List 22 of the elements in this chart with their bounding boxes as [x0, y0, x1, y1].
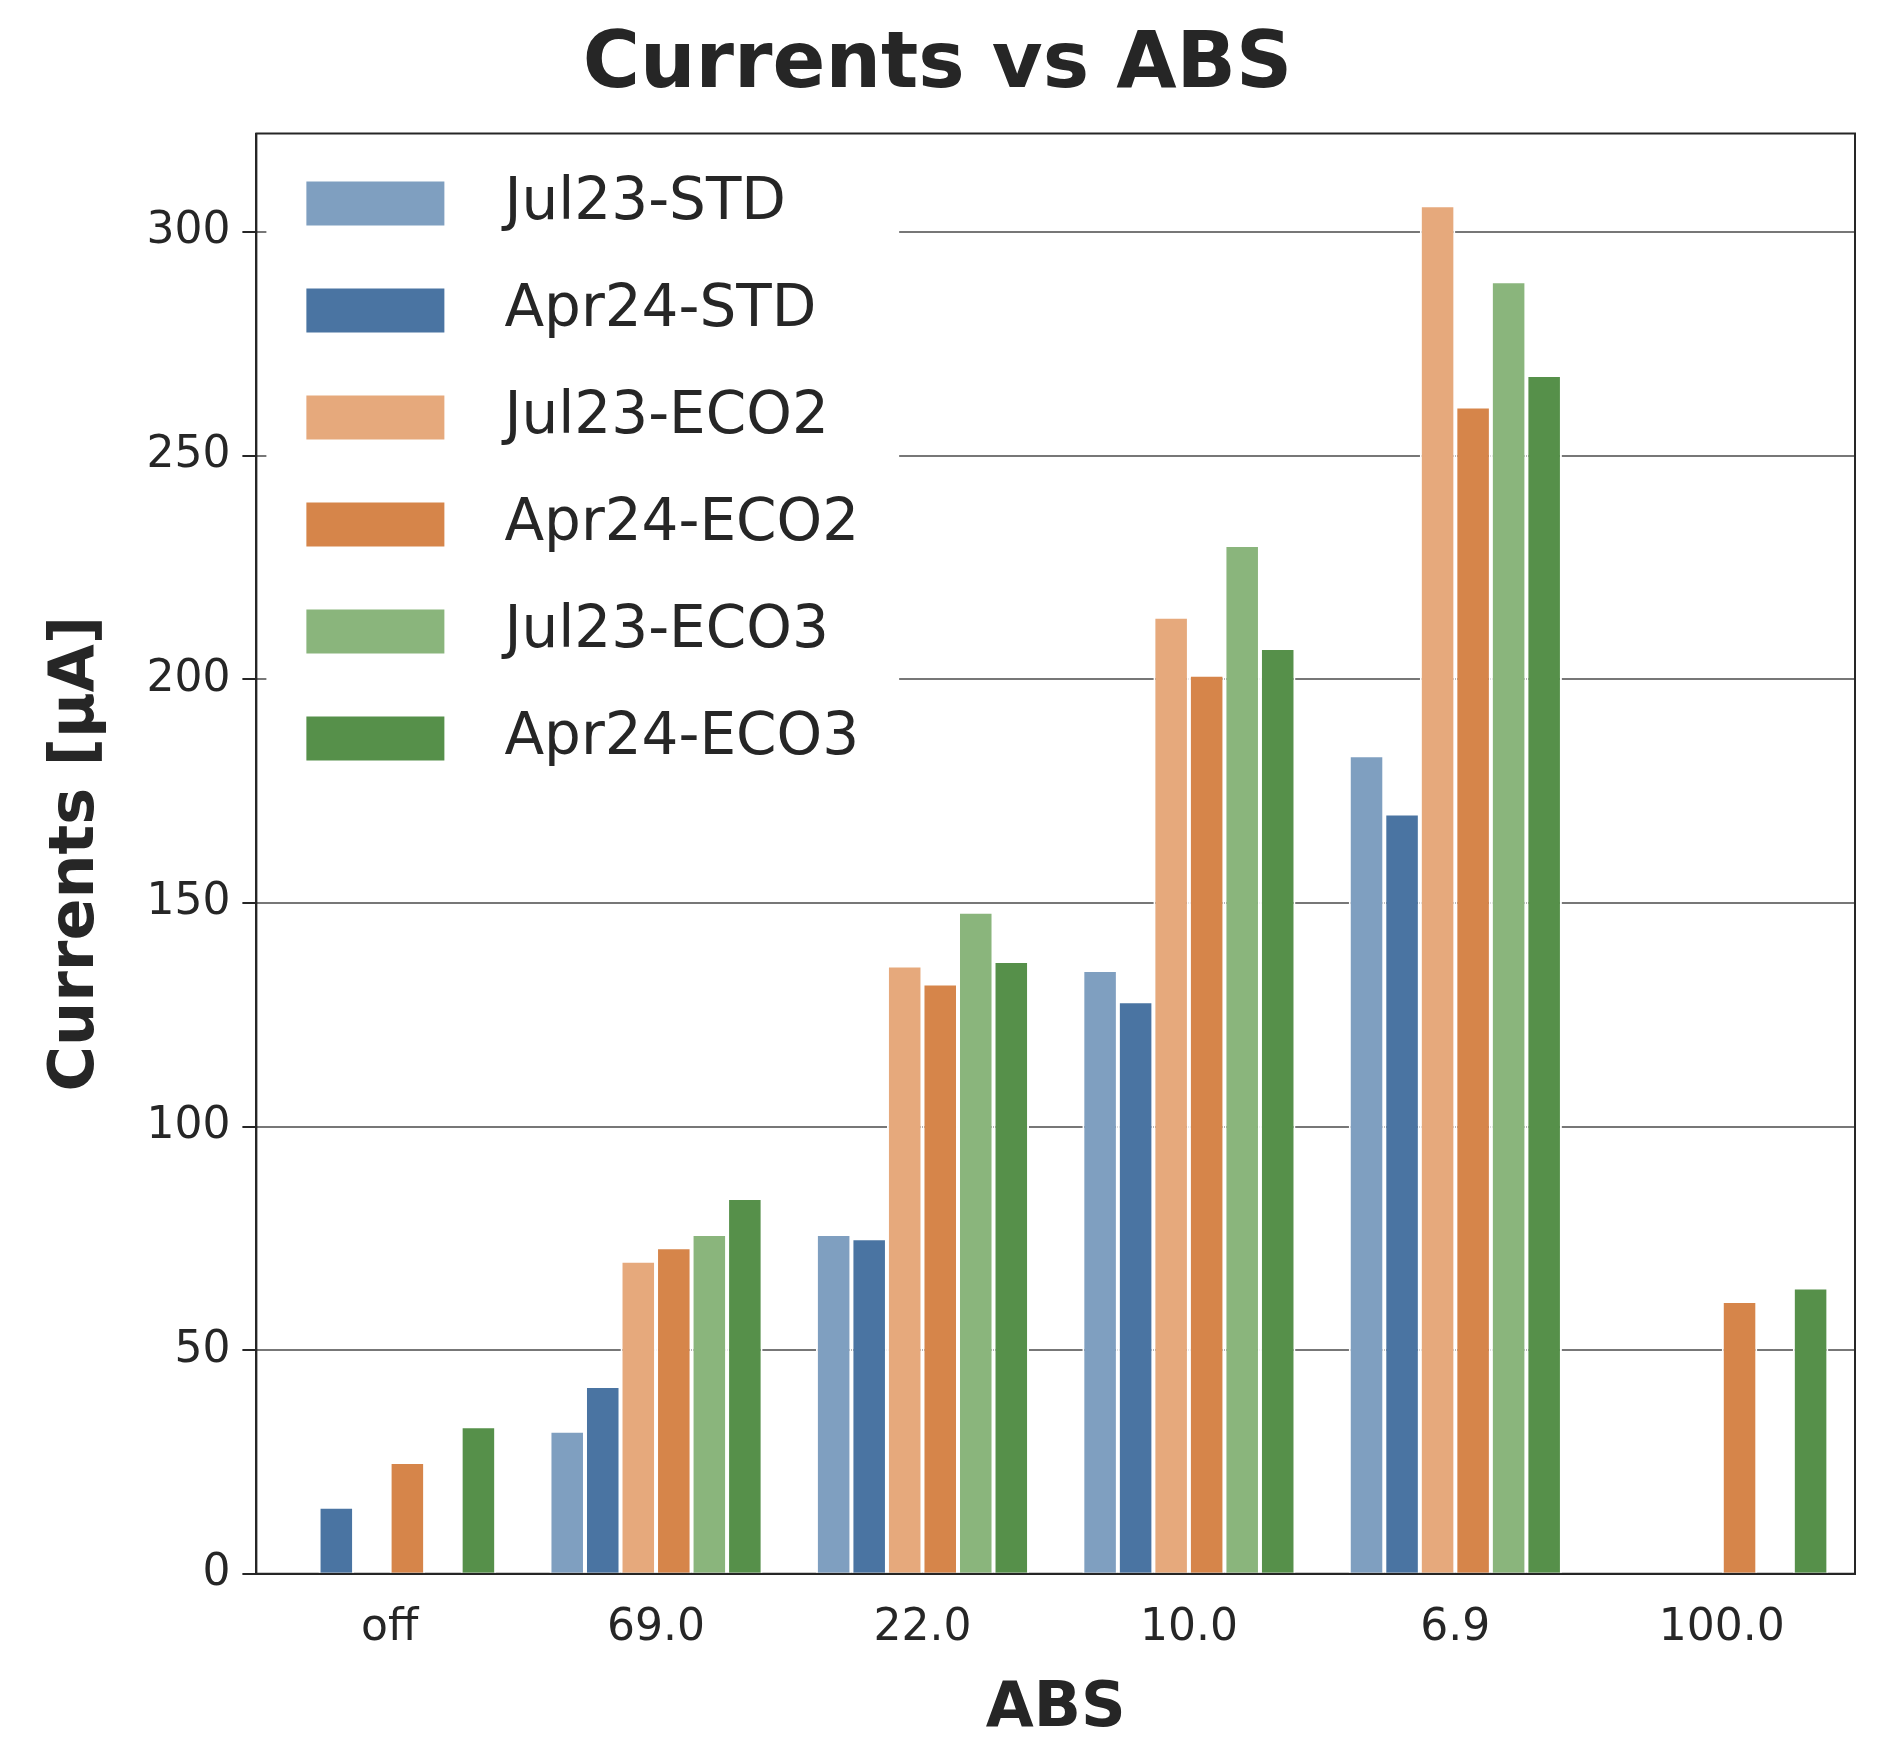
- chart-title: Currents vs ABS: [582, 15, 1293, 106]
- legend-label: Apr24-ECO3: [504, 699, 860, 768]
- legend-label: Jul23-ECO3: [501, 592, 829, 661]
- x-tick-label: 100.0: [1658, 1598, 1785, 1650]
- y-tick-label: 50: [174, 1320, 231, 1372]
- x-axis-title: ABS: [985, 1667, 1126, 1741]
- y-tick-label: 0: [202, 1544, 231, 1596]
- y-tick-label: 100: [146, 1096, 231, 1148]
- legend-label: Apr24-STD: [504, 271, 817, 340]
- legend-label: Apr24-ECO2: [504, 485, 860, 554]
- x-tick-label: 22.0: [873, 1598, 972, 1650]
- y-tick-label: 200: [146, 649, 231, 701]
- y-tick-label: 250: [146, 426, 231, 478]
- y-axis-title: Currents [µA]: [35, 616, 109, 1092]
- x-tick-label: 69.0: [607, 1598, 706, 1650]
- y-tick-label: 300: [146, 202, 231, 254]
- legend-label: Jul23-STD: [501, 164, 787, 233]
- x-tick-label: 10.0: [1139, 1598, 1238, 1650]
- legend-label: Jul23-ECO2: [501, 378, 829, 447]
- x-tick-label: 6.9: [1420, 1598, 1491, 1650]
- x-tick-label: off: [360, 1598, 420, 1650]
- y-tick-label: 150: [146, 873, 231, 925]
